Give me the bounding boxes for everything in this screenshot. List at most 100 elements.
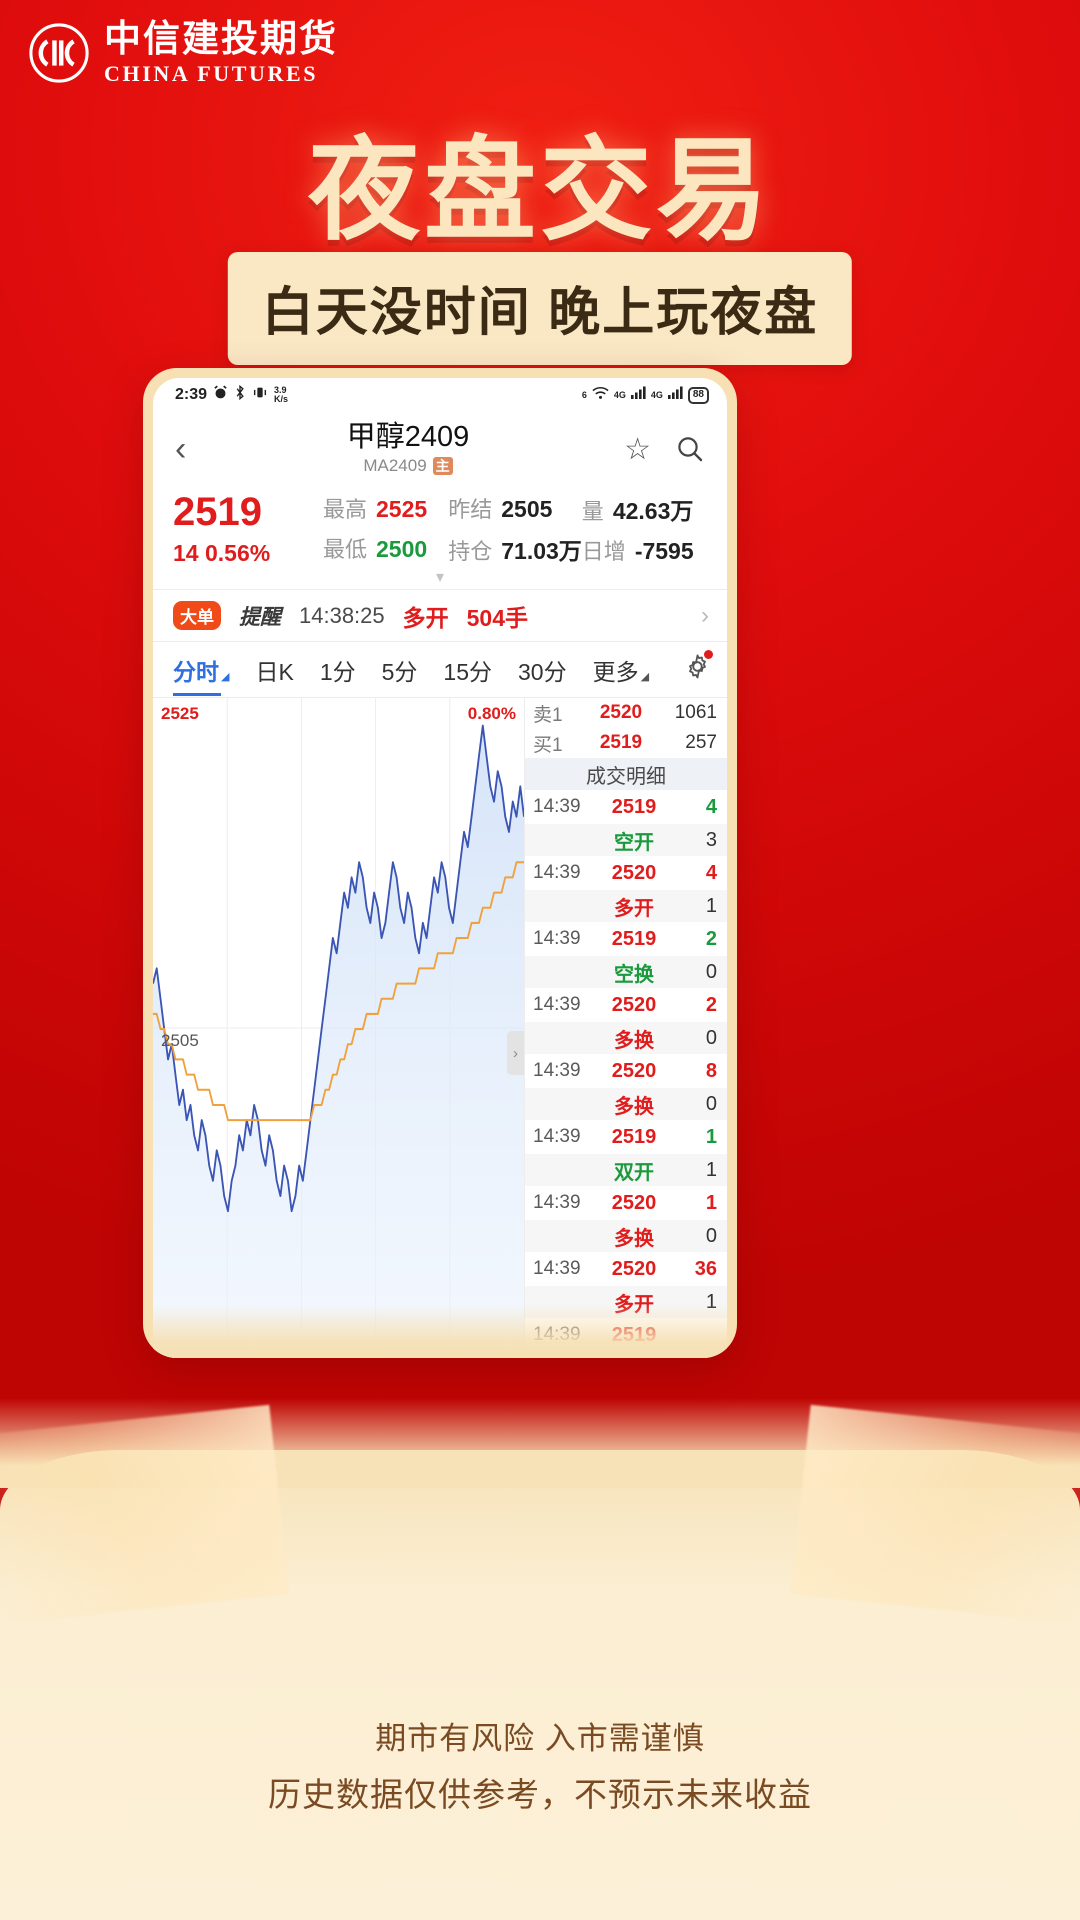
change-abs: 14 bbox=[173, 540, 199, 566]
detail-kind: 双开 bbox=[614, 1161, 654, 1184]
detail-row-trade: 14:39 2519 1 bbox=[525, 1120, 727, 1154]
phone-mockup: 2:39 3.9 K/s 6 4 bbox=[143, 368, 737, 1358]
detail-time: 14:39 bbox=[533, 1060, 581, 1081]
tab-label: 更多 bbox=[592, 658, 639, 685]
detail-header: 成交明细 bbox=[525, 758, 727, 790]
tab-1min[interactable]: 1分 bbox=[320, 653, 356, 687]
quote-value: 2525 bbox=[376, 496, 428, 522]
vibrate-icon bbox=[252, 385, 268, 405]
battery-level: 88 bbox=[692, 389, 704, 400]
quote-item: 持仓 71.03万 bbox=[448, 532, 582, 566]
chart-pct-label: 0.80% bbox=[467, 704, 516, 723]
change-pct: 0.56% bbox=[204, 540, 271, 566]
tab-dayk[interactable]: 日K bbox=[255, 653, 293, 687]
detail-price: 2519 bbox=[611, 927, 657, 950]
detail-row[interactable]: 14:39 2520 4 多开 1 bbox=[525, 856, 727, 922]
detail-list[interactable]: 14:39 2519 4 空开 3 14:39 2520 4 多开 1 14:39 2519 2 空换 0 1… bbox=[525, 790, 727, 1352]
detail-row[interactable]: 14:39 2520 36 多开 1 bbox=[525, 1252, 727, 1318]
detail-row[interactable]: 14:39 2519 4 空开 3 bbox=[525, 790, 727, 856]
tab-more[interactable]: 更多 ◢ bbox=[593, 653, 649, 687]
detail-volume: 2 bbox=[705, 927, 717, 950]
instrument-code-row: MA2409 主 bbox=[221, 456, 595, 476]
detail-oi-change: 0 bbox=[705, 1092, 717, 1115]
title-bar: ‹ 甲醇2409 MA2409 主 ☆ bbox=[153, 412, 727, 486]
detail-price: 2519 bbox=[611, 795, 657, 818]
tab-30min[interactable]: 30分 bbox=[518, 653, 567, 687]
signal-label-1: 6 bbox=[581, 390, 587, 400]
tab-label: 30分 bbox=[518, 658, 567, 685]
detail-kind: 多换 bbox=[614, 1095, 654, 1118]
search-icon[interactable] bbox=[675, 434, 705, 464]
orderbook-row-ask[interactable]: 卖1 2520 1061 bbox=[525, 698, 727, 728]
detail-row[interactable]: 14:39 2519 1 双开 1 bbox=[525, 1120, 727, 1186]
quote-label: 昨结 bbox=[448, 497, 493, 522]
detail-price: 2520 bbox=[611, 993, 657, 1016]
tab-5min[interactable]: 5分 bbox=[382, 653, 418, 687]
phone-screen: 2:39 3.9 K/s 6 4 bbox=[153, 378, 727, 1358]
footer-line-1: 期市有风险 入市需谨慎 bbox=[375, 1721, 705, 1756]
detail-panel: 卖1 2520 1061 买1 2519 257 成交明细 14:39 2519 4… bbox=[524, 698, 727, 1358]
quote-item: 日增 -7595 bbox=[582, 534, 707, 566]
instrument-code: MA2409 bbox=[363, 455, 427, 475]
detail-kind: 空开 bbox=[614, 831, 654, 854]
orderbook-qty: 1061 bbox=[674, 702, 717, 723]
detail-row[interactable]: 14:39 2520 1 多换 0 bbox=[525, 1186, 727, 1252]
signal-bars-icon-2 bbox=[667, 386, 683, 404]
chevron-right-icon[interactable]: › bbox=[701, 601, 709, 629]
orderbook-side: 买1 bbox=[533, 734, 563, 756]
chart-and-detail: 2525 0.80% 2505 › 卖1 2520 1061 买1 2519 2… bbox=[153, 698, 727, 1358]
detail-row-kind: 空换 0 bbox=[525, 956, 727, 988]
battery-icon: 88 bbox=[687, 386, 709, 404]
detail-volume: 4 bbox=[705, 861, 717, 884]
detail-oi-change: 1 bbox=[705, 1158, 717, 1181]
big-order-volume: 504手 bbox=[466, 604, 529, 631]
star-outline-icon[interactable]: ☆ bbox=[624, 432, 651, 466]
detail-oi-change: 0 bbox=[705, 960, 717, 983]
quote-label: 持仓 bbox=[448, 539, 493, 564]
citic-logo-icon bbox=[28, 22, 90, 84]
detail-row[interactable]: 14:39 2519 bbox=[525, 1318, 727, 1352]
detail-time: 14:39 bbox=[533, 1324, 581, 1345]
intraday-chart[interactable]: 2525 0.80% 2505 › bbox=[153, 698, 524, 1358]
detail-row-trade: 14:39 2519 4 bbox=[525, 790, 727, 824]
detail-volume: 36 bbox=[694, 1257, 717, 1280]
detail-row[interactable]: 14:39 2520 8 多换 0 bbox=[525, 1054, 727, 1120]
chart-drag-handle[interactable]: › bbox=[507, 1031, 524, 1076]
signal-bars-icon bbox=[630, 386, 646, 404]
big-order-label: 提醒 bbox=[239, 605, 281, 629]
settings-button[interactable] bbox=[684, 650, 713, 686]
quote-value: 71.03万 bbox=[501, 538, 582, 564]
big-order-alert-row[interactable]: 大单 提醒 14:38:25 多开 504手 › bbox=[153, 590, 727, 642]
status-bar: 2:39 3.9 K/s 6 4 bbox=[153, 378, 727, 412]
decorative-fan-right bbox=[790, 1404, 1080, 1626]
detail-row[interactable]: 14:39 2519 2 空换 0 bbox=[525, 922, 727, 988]
signal-label-2: 4G bbox=[613, 390, 626, 400]
tab-fenshi[interactable]: 分时 ◢ bbox=[173, 653, 229, 696]
orderbook-row-bid[interactable]: 买1 2519 257 bbox=[525, 728, 727, 758]
quote-item: 最低 2500 bbox=[323, 532, 448, 564]
detail-time: 14:39 bbox=[533, 1258, 581, 1279]
orderbook-price: 2520 bbox=[599, 702, 643, 723]
gear-icon[interactable] bbox=[684, 654, 711, 685]
tab-15min[interactable]: 15分 bbox=[443, 653, 492, 687]
signal-label-3: 4G bbox=[650, 390, 663, 400]
tab-label: 日K bbox=[255, 658, 294, 685]
detail-price: 2519 bbox=[611, 1125, 657, 1148]
back-button[interactable]: ‹ bbox=[175, 430, 187, 468]
quote-item: 最高 2525 bbox=[323, 492, 448, 524]
instrument-title: 甲醇2409 MA2409 主 bbox=[221, 422, 595, 475]
detail-volume: 8 bbox=[705, 1059, 717, 1082]
quote-col-1: 最高 2525 最低 2500 bbox=[323, 492, 448, 567]
instrument-name: 甲醇2409 bbox=[346, 421, 470, 454]
chevron-down-icon[interactable]: ▾ bbox=[435, 569, 445, 586]
detail-row-kind: 多换 0 bbox=[525, 1220, 727, 1252]
detail-kind: 多开 bbox=[614, 1293, 654, 1316]
detail-row[interactable]: 14:39 2520 2 多换 0 bbox=[525, 988, 727, 1054]
poster-headline: 夜盘交易 bbox=[308, 126, 772, 256]
caret-icon: ◢ bbox=[640, 670, 650, 683]
detail-row-kind: 多开 1 bbox=[525, 1286, 727, 1318]
quote-value: 2505 bbox=[501, 496, 553, 522]
decorative-fan-left bbox=[0, 1404, 290, 1626]
detail-kind: 多换 bbox=[614, 1029, 654, 1052]
detail-time: 14:39 bbox=[533, 862, 581, 883]
